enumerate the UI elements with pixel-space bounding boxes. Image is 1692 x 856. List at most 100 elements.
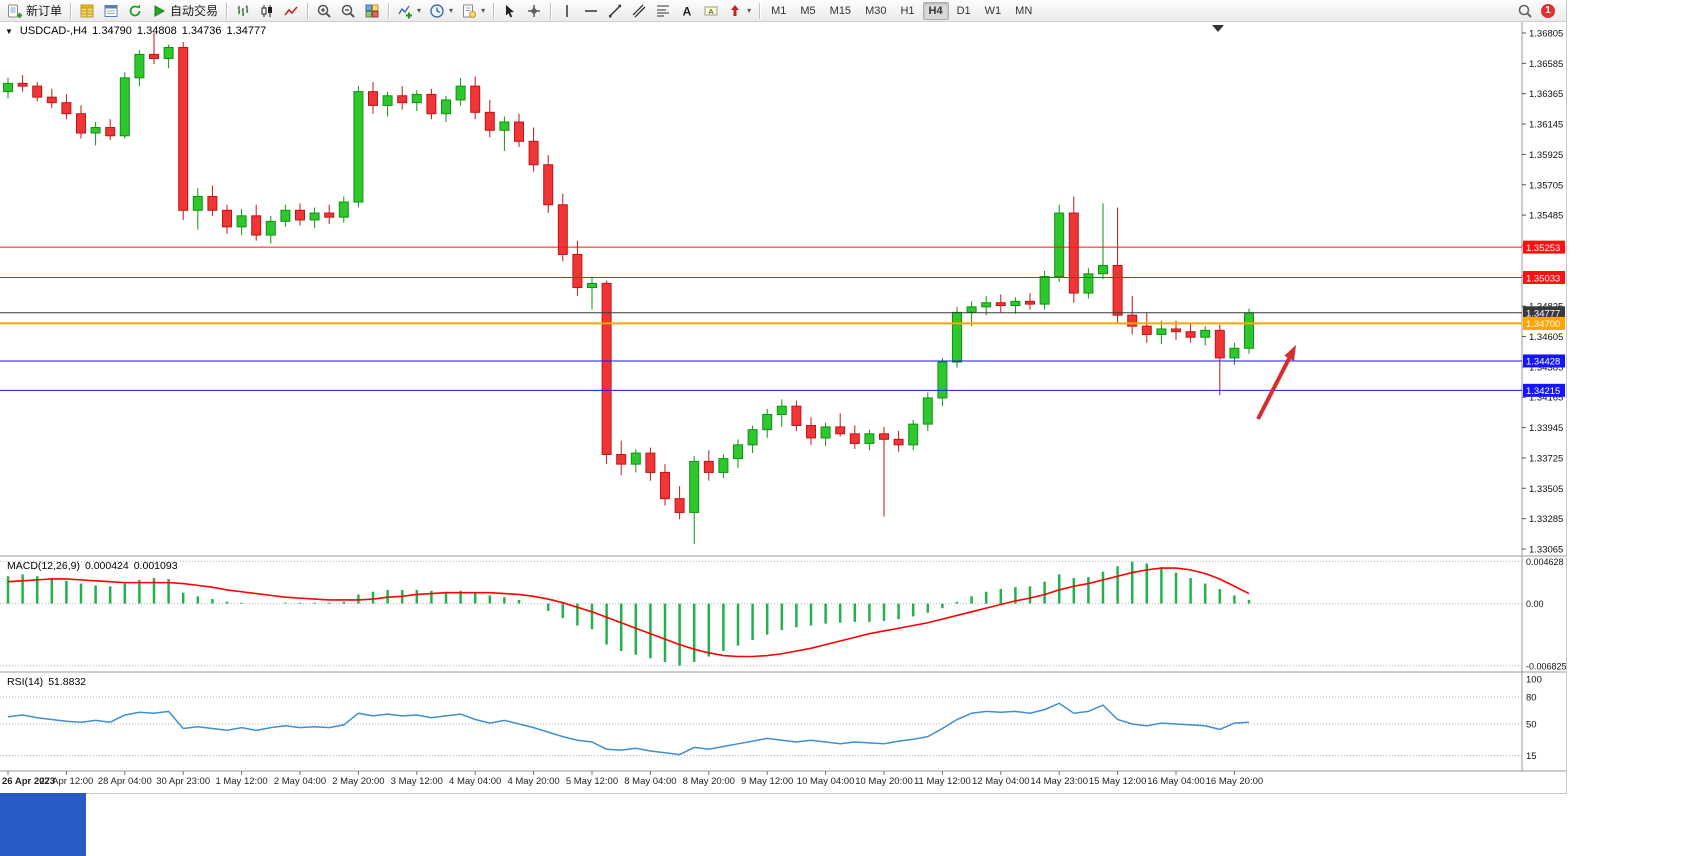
price-tick-label: 1.34605 (1529, 332, 1563, 343)
periods-button[interactable]: ▾ (425, 0, 457, 22)
notification-badge[interactable]: 1 (1541, 3, 1555, 18)
time-label: 4 May 04:00 (449, 776, 501, 787)
text-label-button[interactable]: A (699, 0, 723, 22)
timeframe-m1-button[interactable]: M1 (771, 4, 787, 17)
candle-body (1214, 329, 1225, 359)
candle-body (1156, 328, 1167, 335)
timeframe-h1-button[interactable]: H1 (900, 4, 915, 17)
indicators-button[interactable]: ▾ (393, 0, 425, 22)
chart-canvas[interactable]: 1.36805 1.36585 1.36365 1.36145 1.35925 1.357… (0, 22, 1566, 792)
rsi-axis-label: 100 (1526, 675, 1542, 686)
time-label: 15 May 12:00 (1089, 776, 1147, 787)
time-label: 12 May 04:00 (972, 776, 1030, 787)
candle-body (557, 204, 568, 255)
candle-body (46, 96, 57, 104)
candle-body (192, 195, 203, 211)
candle-body (411, 93, 422, 104)
candle-body (397, 95, 408, 104)
time-label: 3 May 12:00 (391, 776, 443, 787)
chart-shift-marker-icon[interactable] (1212, 25, 1224, 32)
timeframe-d1-button[interactable]: D1 (956, 4, 971, 17)
timeframe-h4-button[interactable]: H4 (922, 1, 949, 20)
toolbar-separator (307, 2, 309, 19)
candle-body (689, 460, 700, 513)
time-label: 9 May 12:00 (741, 776, 793, 787)
autotrading-button[interactable]: 自动交易 (147, 0, 222, 22)
price-label-box (1523, 306, 1565, 320)
candle-body (61, 102, 72, 115)
candle-body (32, 85, 43, 98)
time-label: 16 May 04:00 (1147, 776, 1205, 787)
candle-body (791, 405, 802, 427)
bar-chart-mode-button[interactable] (231, 0, 255, 22)
line-chart-icon (283, 3, 299, 19)
crosshair-button[interactable] (522, 0, 546, 22)
price-label-box (1523, 354, 1565, 368)
candlestick-icon (259, 3, 275, 19)
vertical-line-button[interactable] (555, 0, 579, 22)
timeframe-m15-button[interactable]: M15 (829, 4, 852, 17)
candle-body (1039, 276, 1050, 305)
time-label: 2 May 20:00 (332, 776, 384, 787)
svg-text:A: A (683, 4, 692, 18)
price-tick-label: 1.33505 (1529, 484, 1563, 495)
macd-axis-label: 0.00 (1526, 599, 1544, 609)
horizontal-line-button[interactable] (579, 0, 603, 22)
candle-body (514, 121, 524, 142)
zoom-in-button[interactable] (312, 0, 336, 22)
text-button[interactable]: A (675, 0, 699, 22)
channel-button[interactable] (627, 0, 651, 22)
price-tick-label: 1.33285 (1529, 514, 1563, 525)
time-label: 28 Apr 04:00 (98, 776, 152, 787)
candle-body (324, 212, 335, 218)
time-label: 10 May 20:00 (855, 776, 913, 787)
candle-body (251, 215, 262, 236)
time-label: 27 Apr 12:00 (39, 776, 93, 787)
candle-body (733, 444, 743, 460)
macd-signal-line (7, 567, 1250, 658)
trendline-button[interactable] (603, 0, 627, 22)
candle-body (236, 215, 247, 228)
price-tick-label: 1.35705 (1529, 180, 1563, 191)
candle-body (660, 471, 670, 500)
candle-body (309, 212, 320, 221)
market-watch-icon (79, 3, 95, 19)
search-icon[interactable] (1517, 3, 1533, 19)
market-watch-button[interactable] (75, 0, 99, 22)
timeframe-m5-button[interactable]: M5 (800, 4, 816, 17)
candle-body (864, 433, 875, 444)
time-label: 11 May 12:00 (914, 776, 971, 787)
templates-button[interactable]: ▾ (457, 0, 489, 22)
cursor-button[interactable] (498, 0, 522, 22)
candle-body (1229, 347, 1240, 359)
candlestick-mode-button[interactable] (255, 0, 279, 22)
fibonacci-button[interactable] (651, 0, 675, 22)
line-chart-mode-button[interactable] (279, 0, 303, 22)
new-order-button-label: 新订单 (26, 4, 63, 18)
price-tick-label: 1.33065 (1529, 545, 1563, 556)
candle-body (587, 282, 597, 289)
zoom-out-button[interactable] (336, 0, 360, 22)
timeframe-w1-button[interactable]: W1 (984, 4, 1002, 17)
candle-body (163, 46, 174, 60)
arrows-button[interactable]: ▾ (723, 0, 755, 22)
new-order-button[interactable]: 新订单 (3, 0, 66, 22)
candle-body (995, 302, 1006, 306)
time-label: 30 Apr 23:00 (156, 776, 210, 787)
tile-windows-button[interactable] (360, 0, 384, 22)
price-label-text: 1.35033 (1526, 273, 1560, 284)
svg-text:A: A (709, 6, 714, 15)
arrow-annotation-head (1284, 345, 1296, 361)
tile-windows-icon (364, 3, 380, 19)
candle-body (3, 82, 13, 93)
price-tick-label: 1.34385 (1529, 362, 1563, 373)
timeframe-m30-button[interactable]: M30 (865, 4, 887, 17)
timeframe-mn-button[interactable]: MN (1015, 4, 1033, 17)
candle-body (1244, 312, 1254, 349)
arrow-annotation[interactable] (1256, 357, 1291, 420)
horizontal-line-icon (583, 3, 599, 19)
candle-body (616, 453, 627, 465)
data-window-button[interactable] (99, 0, 123, 22)
clock-icon (429, 3, 445, 19)
refresh-button[interactable] (123, 0, 147, 22)
